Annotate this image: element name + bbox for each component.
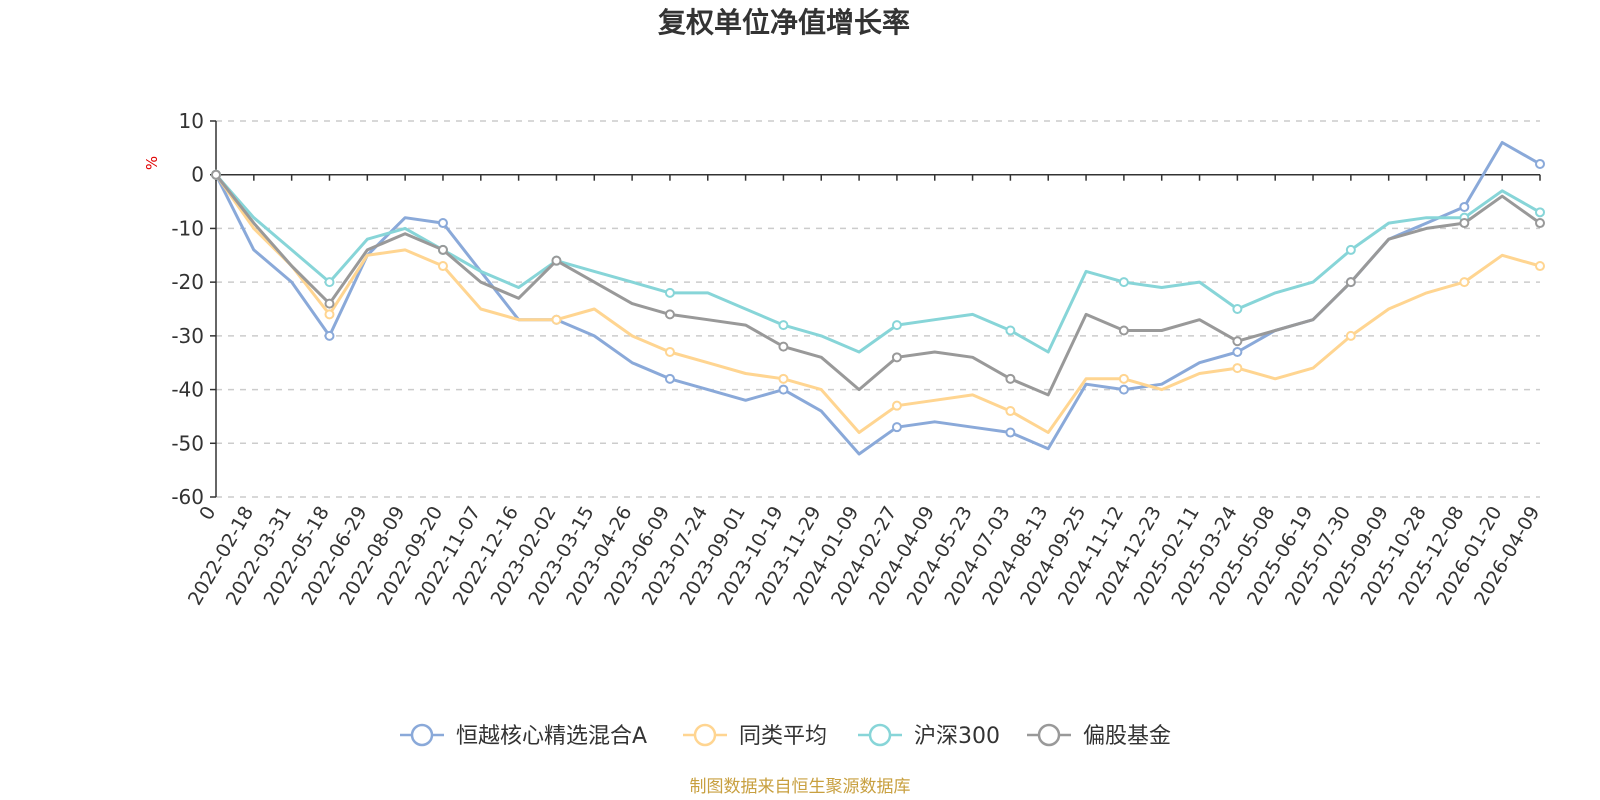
data-point [324, 277, 335, 288]
series-group [211, 169, 1545, 354]
data-point [437, 218, 448, 229]
data-point [664, 287, 675, 298]
legend-marker [410, 723, 434, 747]
y-tick-label: -20 [171, 270, 204, 294]
data-point [437, 244, 448, 255]
data-point [1535, 158, 1545, 169]
data-point [891, 320, 902, 331]
legend-marker [693, 723, 717, 747]
grid-lines [216, 120, 1540, 498]
legend-label: 同类平均 [739, 724, 827, 749]
data-point [1345, 330, 1356, 341]
data-point [664, 346, 675, 357]
data-point [1232, 304, 1243, 314]
x-tick-label: 0 [195, 503, 220, 524]
data-point [1232, 336, 1243, 347]
series-group [211, 141, 1545, 456]
series-line [214, 173, 1541, 397]
y-tick-label: 10 [179, 109, 204, 133]
legend-label: 恒越核心精选混合A [456, 724, 647, 749]
data-point [1005, 427, 1016, 438]
data-point [324, 330, 335, 341]
data-point [1005, 325, 1016, 336]
legend-item[interactable]: 恒越核心精选混合A [400, 723, 647, 749]
y-tick-label: 0 [191, 163, 204, 187]
y-axis: 10 0 -10 -20 -30 -40 -50 -60 [171, 109, 217, 509]
data-point [1459, 218, 1470, 229]
data-point [778, 341, 789, 352]
data-point [1005, 406, 1016, 417]
y-tick-label: -40 [171, 378, 204, 402]
data-point [664, 309, 675, 320]
data-point [324, 309, 335, 320]
y-axis-unit: % [143, 156, 161, 170]
legend[interactable]: 恒越核心精选混合A 同类平均 沪深300 偏股基金 [400, 723, 1171, 749]
series-group [211, 169, 1545, 434]
series-lines [211, 141, 1545, 456]
data-point [1005, 373, 1016, 384]
data-point [1232, 346, 1243, 357]
data-point [437, 261, 448, 272]
data-point [664, 373, 675, 384]
legend-marker [868, 723, 892, 747]
data-point [551, 255, 562, 266]
data-point [891, 352, 902, 363]
y-tick-label: -50 [171, 431, 204, 455]
data-source-footer: 制图数据来自恒生聚源数据库 [690, 777, 911, 797]
data-point [1118, 373, 1129, 384]
data-point [778, 373, 789, 384]
legend-item[interactable]: 沪深300 [858, 723, 1000, 749]
y-tick-label: -60 [171, 485, 204, 509]
data-point [1535, 207, 1545, 218]
data-point [1118, 277, 1129, 288]
data-point [1535, 218, 1545, 229]
data-point [1345, 277, 1356, 288]
legend-marker [1037, 723, 1061, 747]
chart-title: 复权单位净值增长率 [658, 6, 910, 39]
data-point [1535, 261, 1545, 272]
series-line [214, 173, 1541, 354]
series-group [211, 169, 1545, 397]
data-point [551, 314, 562, 325]
data-point [1232, 363, 1243, 374]
series-line [214, 141, 1541, 456]
data-point [1459, 277, 1470, 288]
data-point [1118, 325, 1129, 336]
y-tick-label: -30 [171, 324, 204, 348]
y-tick-label: -10 [171, 216, 204, 240]
legend-label: 偏股基金 [1083, 724, 1171, 749]
data-point [324, 298, 335, 309]
data-point [1345, 244, 1356, 255]
data-point [778, 384, 789, 395]
series-line [214, 173, 1541, 434]
legend-item[interactable]: 同类平均 [683, 723, 827, 749]
data-point [1118, 384, 1129, 395]
data-point [211, 169, 221, 180]
data-point [1459, 201, 1470, 212]
legend-label: 沪深300 [914, 724, 1000, 749]
legend-item[interactable]: 偏股基金 [1027, 723, 1171, 749]
data-point [891, 422, 902, 433]
data-point [891, 400, 902, 411]
data-point [778, 320, 789, 331]
